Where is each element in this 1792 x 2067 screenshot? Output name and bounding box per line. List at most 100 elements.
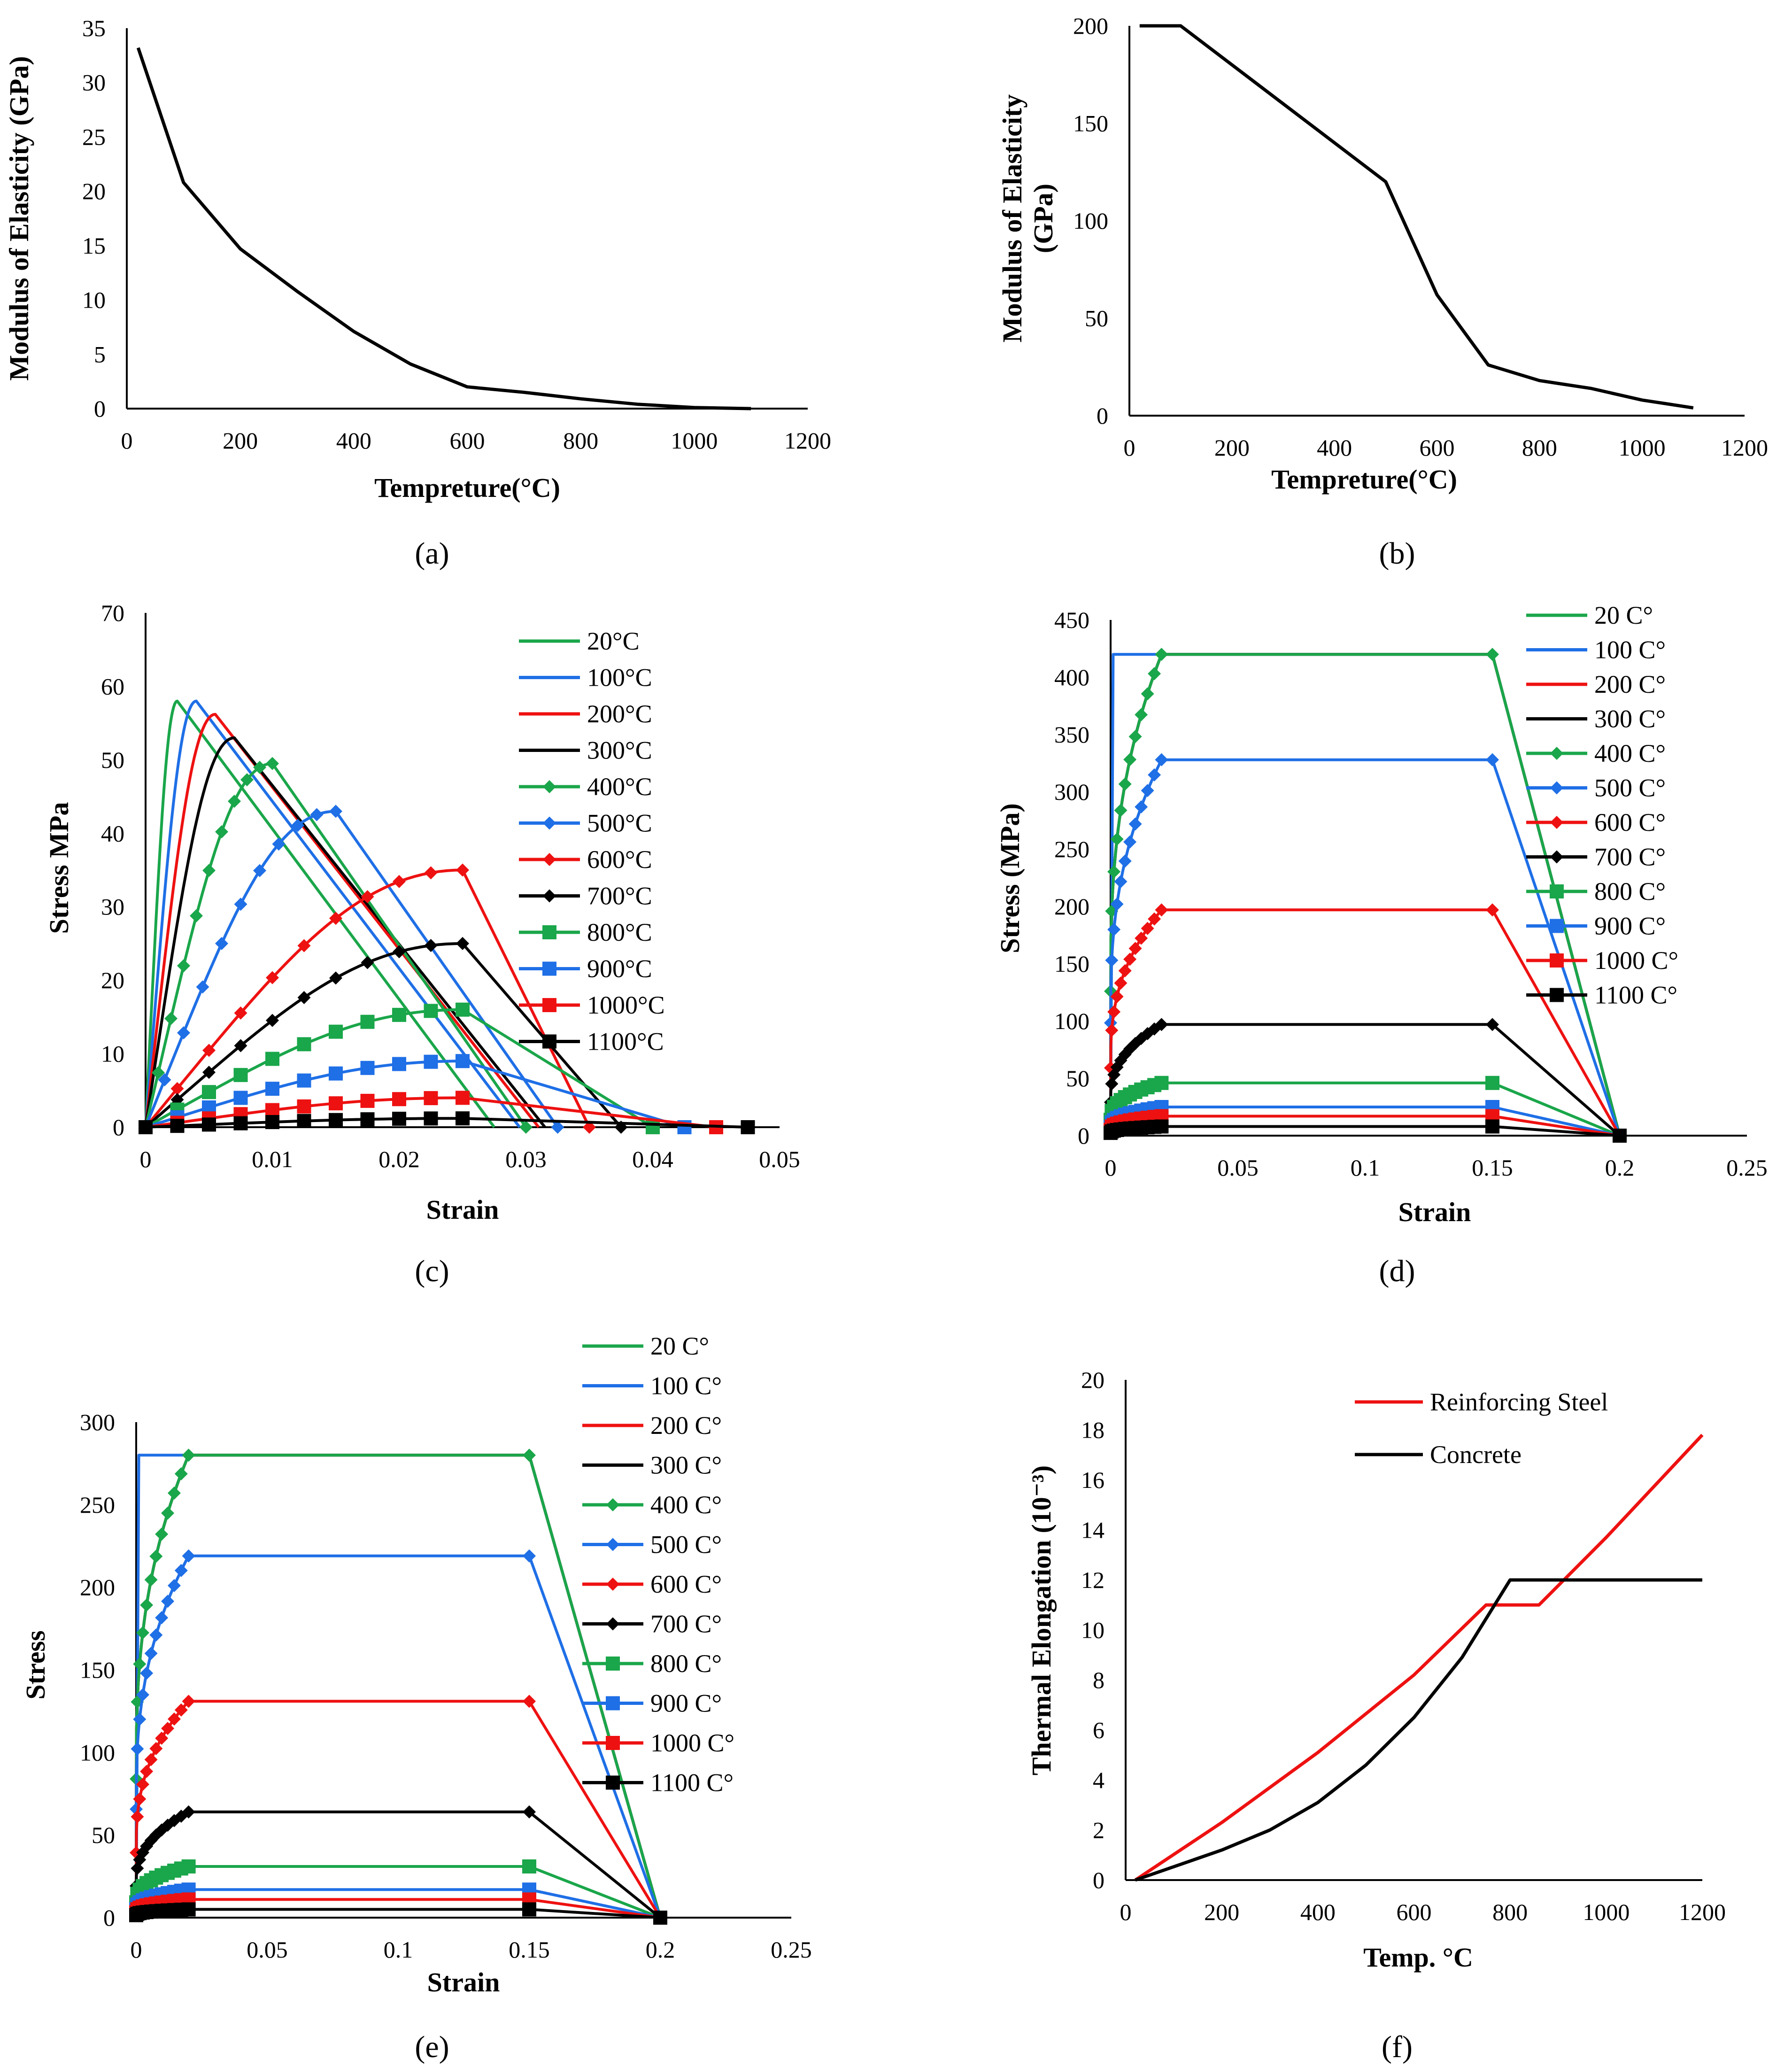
data-point: [1114, 875, 1128, 889]
y-tick-label: 70: [101, 600, 124, 626]
data-point: [329, 971, 342, 985]
chart-panel-c: 0 0.01 0.02 0.03 0.04 0.05 0 10 20 30 40 50 60 70 Stra…: [44, 600, 800, 1288]
x-tick-label: 1000: [1619, 434, 1666, 461]
data-point: [1154, 1076, 1169, 1090]
data-point: [266, 757, 279, 770]
x-tick-label: 0.15: [509, 1936, 550, 1963]
panel-caption: (f): [1382, 2030, 1413, 2064]
legend-marker: [1550, 747, 1563, 760]
y-tick-label: 150: [80, 1657, 115, 1683]
x-tick-label: 0: [1120, 1899, 1132, 1925]
data-point: [1105, 1023, 1119, 1037]
data-point: [144, 1573, 158, 1587]
data-point: [161, 1595, 175, 1608]
data-point: [167, 1486, 181, 1500]
y-tick-label: 150: [1073, 110, 1108, 137]
x-tick-label: 1200: [1679, 1899, 1726, 1925]
data-point: [233, 1116, 248, 1130]
data-point: [393, 875, 406, 888]
data-point: [329, 1113, 343, 1127]
data-point: [297, 1099, 311, 1114]
data-point: [424, 866, 438, 880]
legend-label: 300°C: [587, 736, 652, 765]
x-tick-label: 200: [1214, 434, 1250, 461]
data-point: [523, 1805, 536, 1819]
legend-marker: [1550, 919, 1564, 933]
data-point: [182, 1695, 195, 1708]
data-point: [136, 1688, 149, 1702]
x-tick-label: 400: [1317, 434, 1352, 461]
data-point: [424, 1054, 438, 1069]
series-line: [1139, 24, 1694, 410]
data-point: [1135, 800, 1148, 814]
y-tick-label: 10: [82, 287, 106, 313]
data-point: [360, 1061, 375, 1075]
legend-label: Concrete: [1430, 1440, 1522, 1469]
data-point: [234, 1039, 247, 1053]
data-point: [196, 980, 209, 994]
legend-label: 20 C°: [650, 1332, 709, 1360]
data-point: [424, 1111, 438, 1126]
data-point: [1105, 1077, 1119, 1091]
y-tick-label: 2: [1093, 1817, 1105, 1843]
legend-label: 500°C: [587, 809, 652, 837]
data-point: [174, 1564, 188, 1577]
y-tick-label: 200: [1054, 893, 1089, 920]
y-tick-label: 0: [1093, 1867, 1105, 1893]
x-tick-label: 0.25: [771, 1936, 812, 1963]
data-point: [139, 1120, 153, 1134]
data-point: [1486, 1018, 1499, 1031]
y-tick-label: 30: [101, 894, 124, 920]
legend-marker: [542, 1034, 556, 1049]
y-tick-label: 450: [1054, 607, 1089, 633]
chart-panel-a: 0 200 400 600 800 1000 1200 0 5 10 15 20 25 30 35 Tempr…: [4, 15, 831, 571]
y-axis-label: Thermal Elongation (10⁻³): [1026, 1465, 1057, 1775]
data-point: [149, 1628, 163, 1642]
series-line: [144, 736, 546, 1128]
x-tick-label: 800: [563, 427, 598, 454]
x-tick-label: 1000: [1583, 1899, 1630, 1925]
legend-label: 20°C: [587, 627, 640, 655]
legend-marker: [606, 1736, 620, 1750]
x-tick-label: 0.25: [1726, 1154, 1768, 1181]
y-tick-label: 6: [1093, 1717, 1105, 1743]
data-point: [253, 760, 266, 774]
legend-label: 300 C°: [1594, 705, 1666, 733]
y-tick-label: 250: [80, 1492, 115, 1518]
legend-label: 900°C: [587, 955, 652, 983]
legend-label: 100 C°: [1594, 636, 1666, 664]
x-tick-label: 800: [1492, 1899, 1528, 1925]
series-line: [144, 868, 591, 1128]
data-point: [1148, 768, 1161, 782]
x-tick-label: 400: [336, 427, 371, 454]
data-point: [155, 1527, 169, 1541]
legend-marker: [543, 780, 556, 793]
y-tick-label: 400: [1054, 664, 1089, 690]
data-point: [329, 805, 342, 818]
data-point: [1486, 903, 1499, 917]
data-point: [1155, 1018, 1168, 1031]
x-tick-label: 0.01: [252, 1146, 293, 1172]
x-tick-label: 0.04: [632, 1146, 673, 1172]
y-tick-label: 150: [1054, 951, 1089, 977]
data-point: [523, 1695, 536, 1708]
data-point: [523, 1448, 536, 1462]
y-tick-label: 350: [1054, 721, 1089, 748]
data-point: [392, 1112, 406, 1126]
data-point: [456, 937, 469, 950]
legend-marker: [606, 1538, 619, 1551]
y-tick-label: 200: [1073, 13, 1108, 39]
y-tick-label: 15: [82, 232, 106, 259]
x-tick-label: 0: [1105, 1154, 1117, 1181]
data-point: [1148, 912, 1161, 926]
data-point: [181, 1902, 196, 1917]
data-point: [144, 1647, 158, 1660]
data-point: [1485, 1119, 1499, 1134]
data-point: [392, 1057, 406, 1071]
data-point: [233, 1068, 248, 1082]
y-tick-label: 50: [1085, 305, 1108, 332]
data-point: [272, 837, 286, 851]
data-point: [329, 912, 342, 925]
data-point: [133, 1792, 147, 1806]
